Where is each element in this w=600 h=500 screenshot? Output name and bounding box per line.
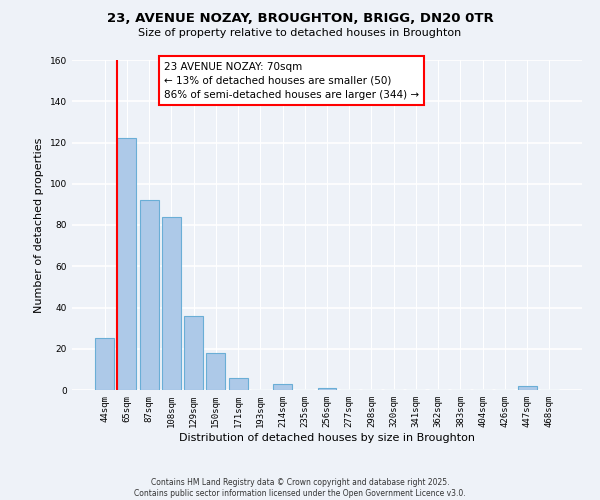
Bar: [162, 217, 181, 390]
Bar: [95, 338, 114, 390]
Bar: [118, 138, 136, 390]
Bar: [229, 378, 248, 390]
Bar: [184, 316, 203, 390]
Text: Contains HM Land Registry data © Crown copyright and database right 2025.
Contai: Contains HM Land Registry data © Crown c…: [134, 478, 466, 498]
Bar: [518, 386, 536, 390]
Bar: [206, 353, 225, 390]
Bar: [273, 384, 292, 390]
Text: 23 AVENUE NOZAY: 70sqm
← 13% of detached houses are smaller (50)
86% of semi-det: 23 AVENUE NOZAY: 70sqm ← 13% of detached…: [164, 62, 419, 100]
Text: 23, AVENUE NOZAY, BROUGHTON, BRIGG, DN20 0TR: 23, AVENUE NOZAY, BROUGHTON, BRIGG, DN20…: [107, 12, 493, 26]
Text: Size of property relative to detached houses in Broughton: Size of property relative to detached ho…: [139, 28, 461, 38]
Y-axis label: Number of detached properties: Number of detached properties: [34, 138, 44, 312]
Bar: [317, 388, 337, 390]
Bar: [140, 200, 158, 390]
X-axis label: Distribution of detached houses by size in Broughton: Distribution of detached houses by size …: [179, 432, 475, 442]
